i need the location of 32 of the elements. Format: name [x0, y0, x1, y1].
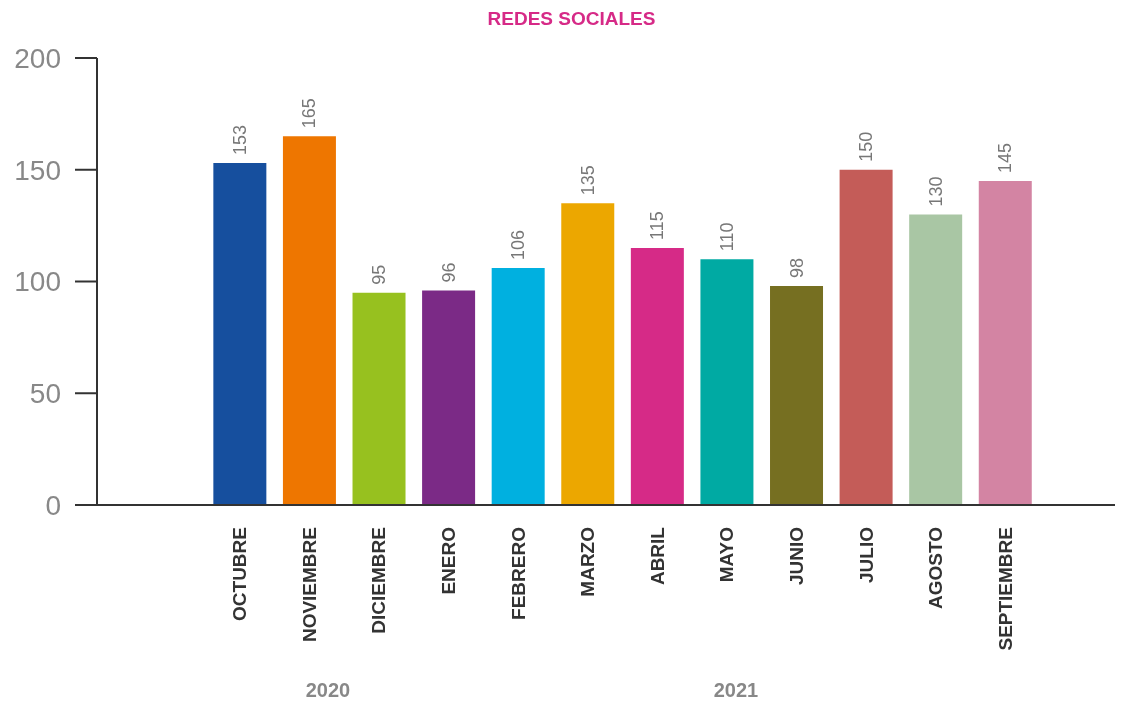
data-label: 96 [438, 262, 459, 283]
x-tick-label: MAYO [716, 527, 738, 583]
data-label: 145 [995, 142, 1016, 173]
text: 2020 [304, 679, 352, 702]
data-label: 153 [229, 125, 250, 156]
data-label: 115 [647, 211, 668, 240]
data-label: 135 [577, 165, 598, 196]
x-tick-label: FEBRERO [507, 527, 529, 620]
data-label: 165 [299, 98, 320, 129]
x-tick-label: ABRIL [646, 526, 668, 586]
data-label: 95 [369, 264, 390, 285]
y-tick-label: 0 [45, 489, 61, 521]
x-tick-label: DICIEMBRE [368, 527, 390, 634]
y-tick-label: 50 [29, 378, 61, 410]
y-tick-label: 150 [14, 154, 61, 186]
data-label: 98 [786, 257, 807, 278]
x-tick-label: AGOSTO [925, 527, 947, 609]
x-tick-label: JULIO [855, 527, 877, 583]
x-tick-label: OCTUBRE [229, 527, 251, 621]
text: 2021 [712, 679, 760, 702]
y-tick-label: 100 [14, 266, 61, 298]
x-tick-label: SEPTIEMBRE [994, 527, 1016, 651]
x-tick-label: ENERO [438, 527, 460, 595]
x-tick-label: NOVIEMBRE [298, 527, 320, 643]
y-tick-label: 200 [14, 42, 61, 74]
data-label: 130 [925, 176, 946, 207]
x-tick-label: JUNIO [785, 527, 807, 586]
data-label: 150 [856, 131, 877, 162]
x-tick-label: MARZO [577, 527, 599, 597]
data-label: 106 [508, 230, 529, 261]
data-label: 110 [716, 222, 737, 252]
chart-title: REDES SOCIALES [486, 8, 657, 30]
